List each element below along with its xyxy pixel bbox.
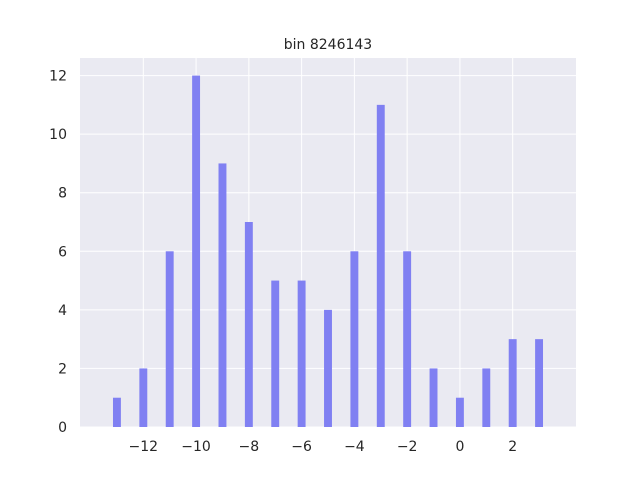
y-tick-label: 12 bbox=[49, 69, 67, 85]
x-axis: −12 −10 −8 −6 −4 −2 0 2 bbox=[129, 439, 518, 455]
histogram-bar bbox=[324, 309, 332, 427]
chart-title: bin 8246143 bbox=[284, 37, 372, 53]
y-tick-label: 0 bbox=[58, 420, 67, 436]
x-tick-label: −4 bbox=[344, 439, 365, 455]
histogram-bar bbox=[455, 397, 464, 427]
y-tick-label: 2 bbox=[58, 361, 67, 377]
histogram-bar bbox=[192, 75, 201, 428]
histogram-bar bbox=[297, 280, 306, 427]
x-tick-label: −12 bbox=[129, 439, 159, 455]
histogram-bar bbox=[403, 251, 412, 427]
histogram-bar bbox=[139, 368, 148, 427]
x-tick-label: −2 bbox=[397, 439, 418, 455]
histogram-bar bbox=[244, 222, 253, 427]
histogram-bar bbox=[535, 339, 544, 427]
y-tick-label: 10 bbox=[49, 127, 67, 143]
histogram-bar bbox=[350, 251, 359, 427]
histogram-bar bbox=[271, 280, 280, 427]
x-tick-label: 2 bbox=[508, 439, 517, 455]
x-tick-label: −10 bbox=[181, 439, 211, 455]
x-tick-label: −6 bbox=[291, 439, 312, 455]
x-tick-label: −8 bbox=[239, 439, 260, 455]
x-tick-label: 0 bbox=[455, 439, 464, 455]
histogram-bar bbox=[376, 104, 385, 427]
y-tick-label: 4 bbox=[58, 303, 67, 319]
y-tick-label: 6 bbox=[58, 244, 67, 260]
histogram-bar bbox=[429, 368, 438, 427]
bars-group bbox=[112, 75, 544, 428]
histogram-bar bbox=[165, 251, 174, 427]
histogram-bar bbox=[482, 368, 491, 427]
histogram-bar bbox=[508, 339, 517, 427]
y-tick-label: 8 bbox=[58, 186, 67, 202]
y-axis: 0 2 4 6 8 10 12 bbox=[49, 69, 67, 436]
histogram-bar bbox=[112, 397, 121, 427]
histogram-bar bbox=[218, 163, 227, 427]
